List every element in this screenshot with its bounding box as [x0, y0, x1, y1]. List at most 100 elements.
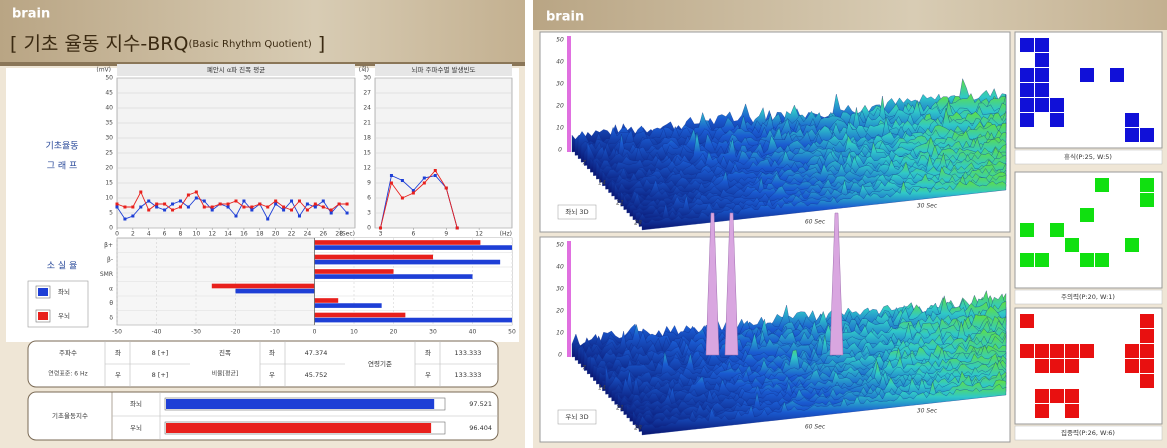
- y-axis-label: (회): [359, 66, 369, 74]
- y-tick-label: 15: [363, 150, 371, 157]
- z-tick-label: 20: [556, 103, 564, 110]
- point: [329, 211, 333, 215]
- point: [234, 199, 238, 203]
- point: [186, 193, 190, 197]
- point: [218, 202, 222, 206]
- y-tick-label: 18: [363, 135, 371, 142]
- group-label: 연령표준: 6 Hz: [48, 370, 87, 378]
- point: [115, 205, 119, 209]
- plot-label-box: [557, 204, 597, 220]
- legend-swatch: [38, 312, 48, 320]
- x-tick-label: -30: [191, 329, 201, 336]
- bar: [314, 259, 501, 265]
- point: [282, 205, 286, 209]
- pattern-cell: [1140, 193, 1154, 207]
- pattern-cell: [1020, 83, 1034, 97]
- pattern-label: 휴식(P:25, W:5): [1064, 152, 1112, 161]
- title-band: [117, 64, 355, 76]
- pattern-cell: [1140, 374, 1154, 388]
- category-label: SMR: [100, 271, 113, 278]
- pattern-cell: [1125, 128, 1139, 142]
- pattern-cell: [1080, 68, 1094, 82]
- point: [400, 179, 404, 182]
- bar: [314, 303, 382, 308]
- pattern-cell: [1095, 253, 1109, 267]
- category-label: δ: [109, 314, 113, 321]
- z-axis-bar: [567, 36, 571, 152]
- value-label: 97.521: [469, 400, 492, 408]
- brand: brain: [546, 10, 584, 25]
- time-tick-label: 60 Sec: [805, 424, 826, 431]
- point: [210, 208, 214, 212]
- left-header: [0, 0, 525, 66]
- legend-swatch: [38, 288, 48, 296]
- row-value: 133.333: [455, 371, 482, 379]
- title-main: [ 기초 율동 지수-BRQ: [10, 33, 188, 55]
- pattern-cell: [1035, 389, 1049, 403]
- point: [321, 199, 325, 203]
- pattern-cell: [1080, 253, 1094, 267]
- x-tick-label: 50: [508, 329, 516, 336]
- pattern-label-box: [1014, 289, 1163, 305]
- point: [250, 205, 254, 209]
- bar: [314, 269, 394, 274]
- x-tick-label: 20: [272, 231, 280, 238]
- x-tick-label: 12: [208, 231, 216, 238]
- point: [258, 202, 262, 206]
- point: [210, 205, 214, 209]
- x-tick-label: 6: [163, 231, 167, 238]
- pattern-label-box: [1014, 425, 1163, 441]
- pattern-cell: [1020, 253, 1034, 267]
- bar: [211, 283, 315, 289]
- z-tick-label: 30: [556, 81, 564, 88]
- bar: [166, 423, 432, 433]
- surface-3d: [571, 212, 1007, 436]
- category-label: 좌뇌: [130, 399, 142, 408]
- point: [147, 199, 151, 203]
- right-header: [533, 0, 1167, 30]
- depth-tick-label: 21: [616, 405, 624, 412]
- point: [345, 211, 349, 215]
- pattern-label-box: [1014, 149, 1163, 165]
- y-tick-label: 20: [105, 165, 113, 172]
- z-tick-label: 40: [556, 59, 564, 66]
- x-tick-label: 6: [411, 231, 415, 238]
- title-end: ]: [312, 33, 325, 55]
- time-tick-label: 30 Sec: [917, 203, 938, 210]
- pattern-cell: [1050, 389, 1064, 403]
- row-value: 133.333: [455, 349, 482, 357]
- point: [305, 202, 309, 206]
- group-label: 주파수: [59, 348, 77, 357]
- y-tick-label: 9: [367, 180, 371, 187]
- pattern-cell: [1035, 68, 1049, 82]
- line-series: [380, 169, 458, 229]
- point: [329, 208, 333, 212]
- bar-track: [164, 397, 446, 411]
- pattern-cell: [1140, 128, 1154, 142]
- point: [290, 199, 294, 203]
- pattern-cell: [1035, 53, 1049, 67]
- y-tick-label: 50: [105, 75, 113, 82]
- y-tick-label: 6: [367, 195, 371, 202]
- point: [139, 190, 143, 194]
- x-axis-label: (Sec): [340, 231, 355, 238]
- y-tick-label: 27: [363, 90, 371, 97]
- pattern-cell: [1020, 98, 1034, 112]
- y-tick-label: 3: [367, 210, 371, 217]
- pattern-cell: [1020, 38, 1034, 52]
- point: [455, 226, 459, 230]
- pattern-cell: [1050, 223, 1064, 237]
- pattern-cell: [1080, 208, 1094, 222]
- pattern-cell: [1065, 238, 1079, 252]
- plot-label: 좌뇌 3D: [565, 207, 588, 216]
- value-label: 96.404: [469, 424, 492, 432]
- pattern-cell: [1035, 98, 1049, 112]
- x-tick-label: 20: [390, 329, 398, 336]
- z-axis-bar: [567, 241, 571, 357]
- z-tick-label: 40: [556, 264, 564, 271]
- x-tick-label: 18: [256, 231, 264, 238]
- point: [274, 199, 278, 203]
- pattern-cell: [1020, 314, 1034, 328]
- group-label: 연령기준: [368, 359, 392, 368]
